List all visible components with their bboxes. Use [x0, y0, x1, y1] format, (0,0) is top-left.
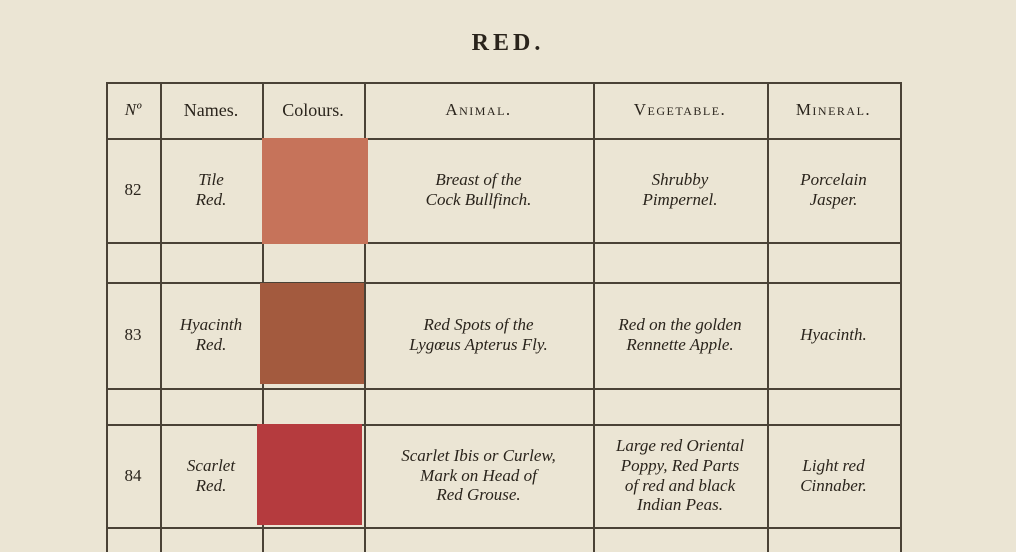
colour-name: Scarlet Red. — [186, 455, 236, 495]
row-rule — [106, 242, 901, 244]
row-rule — [106, 138, 901, 140]
colour-name: Tile Red. — [195, 170, 227, 209]
header-5: Mineral. — [795, 100, 872, 120]
colour-swatch — [260, 283, 364, 384]
column-rule — [160, 82, 162, 552]
row-rule — [106, 82, 901, 84]
vegetable-example: Large red Oriental Poppy, Red Parts of red… — [615, 436, 745, 515]
colour-swatch — [262, 138, 368, 244]
row-rule — [106, 527, 901, 529]
header-4: Vegetable. — [633, 100, 727, 120]
colour-swatch — [257, 424, 362, 525]
header-0: Nº — [124, 100, 142, 120]
header-2: Colours. — [282, 99, 344, 120]
column-rule — [767, 82, 769, 552]
row-number: 83 — [124, 325, 142, 345]
animal-example: Scarlet Ibis or Curlew, Mark on Head of Re… — [401, 446, 556, 505]
mineral-example: Hyacinth. — [800, 325, 867, 345]
row-rule — [106, 424, 901, 426]
row-rule — [106, 282, 901, 284]
header-3: Animal. — [445, 100, 512, 120]
column-rule — [106, 82, 108, 552]
animal-example: Red Spots of the Lygœus Apterus Fly. — [409, 315, 548, 354]
row-number: 82 — [124, 180, 142, 200]
column-rule — [900, 82, 902, 552]
mineral-example: Porcelain Jasper. — [800, 170, 867, 209]
column-rule — [593, 82, 595, 552]
row-number: 84 — [124, 465, 142, 485]
page-title: RED. — [471, 30, 545, 56]
animal-example: Breast of the Cock Bullfinch. — [425, 170, 532, 209]
column-rule — [364, 82, 366, 552]
header-1: Names. — [183, 99, 239, 120]
vegetable-example: Shrubby Pimpernel. — [642, 170, 718, 209]
colour-name: Hyacinth Red. — [179, 315, 243, 354]
row-rule — [106, 388, 901, 390]
mineral-example: Light red Cinnaber. — [800, 455, 867, 495]
vegetable-example: Red on the golden Rennette Apple. — [618, 315, 742, 354]
